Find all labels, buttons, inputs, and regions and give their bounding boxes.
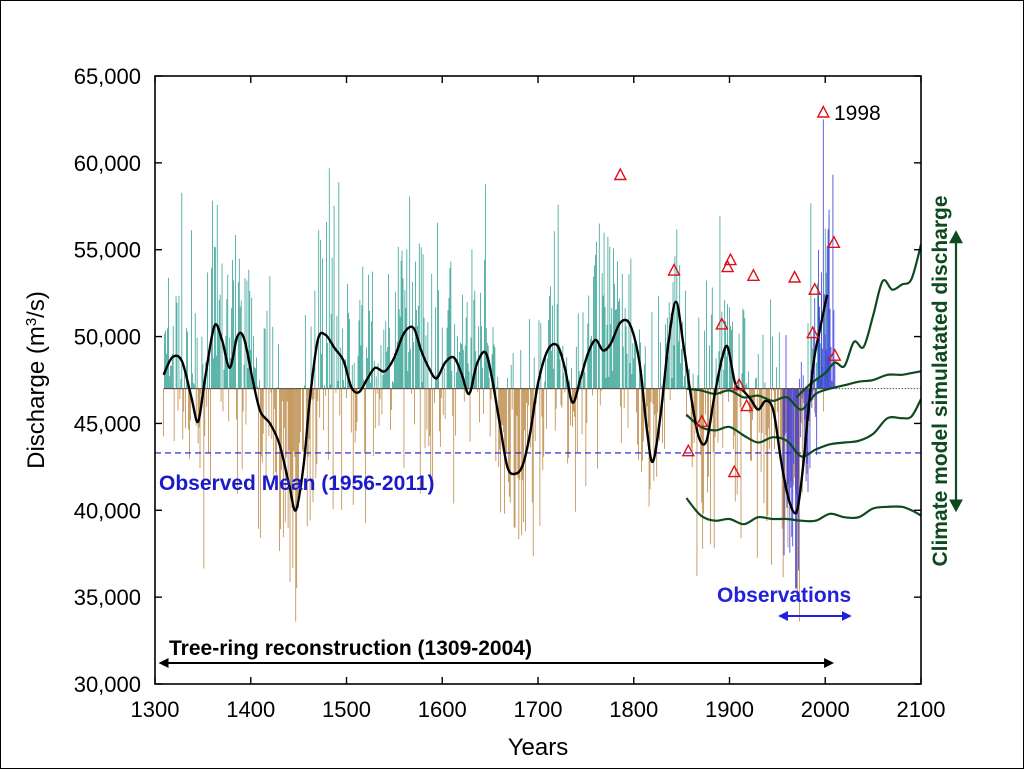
observed-mean-label: Observed Mean (1956-2011)	[159, 472, 434, 495]
extreme-marker	[806, 325, 820, 339]
smoothed-reconstruction-line	[162, 294, 829, 515]
y-tick-label: 30,000	[74, 672, 141, 697]
model-series-middle	[685, 398, 921, 458]
extreme-marker	[746, 268, 761, 281]
extreme-marker	[740, 398, 754, 412]
x-axis-ticks: 1300 1400 1500 1600 1700 1800 1900 2000 2100	[131, 76, 946, 722]
x-tick-label: 2100	[897, 697, 946, 722]
extreme-marker	[732, 377, 746, 391]
smoothed-reconstruction	[162, 294, 829, 515]
extreme-marker	[727, 464, 741, 478]
y-tick-label: 50,000	[74, 325, 141, 350]
extreme-marker	[827, 235, 841, 249]
extreme-markers	[613, 104, 842, 478]
extreme-marker	[723, 252, 738, 266]
y-tick-label: 35,000	[74, 585, 141, 610]
x-tick-label: 2000	[801, 697, 850, 722]
extreme-marker	[613, 167, 627, 181]
y-axis-title-prefix: Discharge (m	[23, 326, 50, 469]
extreme-marker	[720, 259, 735, 273]
observations-label: Observations	[717, 584, 851, 607]
x-tick-label: 1800	[609, 697, 658, 722]
tree-ring-label: Tree-ring reconstruction (1309-2004)	[169, 637, 532, 660]
y-axis-title: Discharge (m3/s)	[23, 291, 51, 469]
y-axis-title-suffix: /s)	[23, 291, 50, 318]
x-tick-label: 1700	[514, 697, 563, 722]
x-tick-label: 1600	[418, 697, 467, 722]
y-tick-label: 55,000	[74, 238, 141, 263]
extreme-marker	[681, 443, 695, 457]
extreme-marker	[715, 316, 729, 330]
extreme-marker	[787, 269, 802, 283]
model-series-upper	[795, 244, 921, 399]
extreme-marker	[667, 263, 681, 276]
x-tick-label: 1400	[226, 697, 275, 722]
reference-lines	[155, 388, 921, 454]
x-tick-label: 1500	[322, 697, 371, 722]
observation-bars	[782, 119, 837, 589]
y-tick-label: 40,000	[74, 498, 141, 523]
extreme-marker	[695, 414, 709, 427]
climate-model-label: Climate model simulatated discharge	[929, 195, 952, 566]
model-series-bottom	[685, 497, 921, 526]
extreme-marker	[816, 104, 830, 118]
year-1998-label: 1998	[834, 102, 881, 125]
y-tick-label: 60,000	[74, 151, 141, 176]
x-axis-title: Years	[508, 734, 569, 761]
x-tick-label: 1900	[705, 697, 754, 722]
y-axis-title-superscript: 3	[23, 318, 40, 326]
x-tick-label: 1300	[131, 697, 180, 722]
extreme-marker	[828, 348, 842, 361]
y-tick-label: 65,000	[74, 64, 141, 89]
y-tick-label: 45,000	[74, 411, 141, 436]
y-axis-ticks: 30,000 35,000 40,000 45,000 50,000 55,000 60,0…	[74, 64, 921, 697]
extreme-marker	[808, 282, 822, 295]
